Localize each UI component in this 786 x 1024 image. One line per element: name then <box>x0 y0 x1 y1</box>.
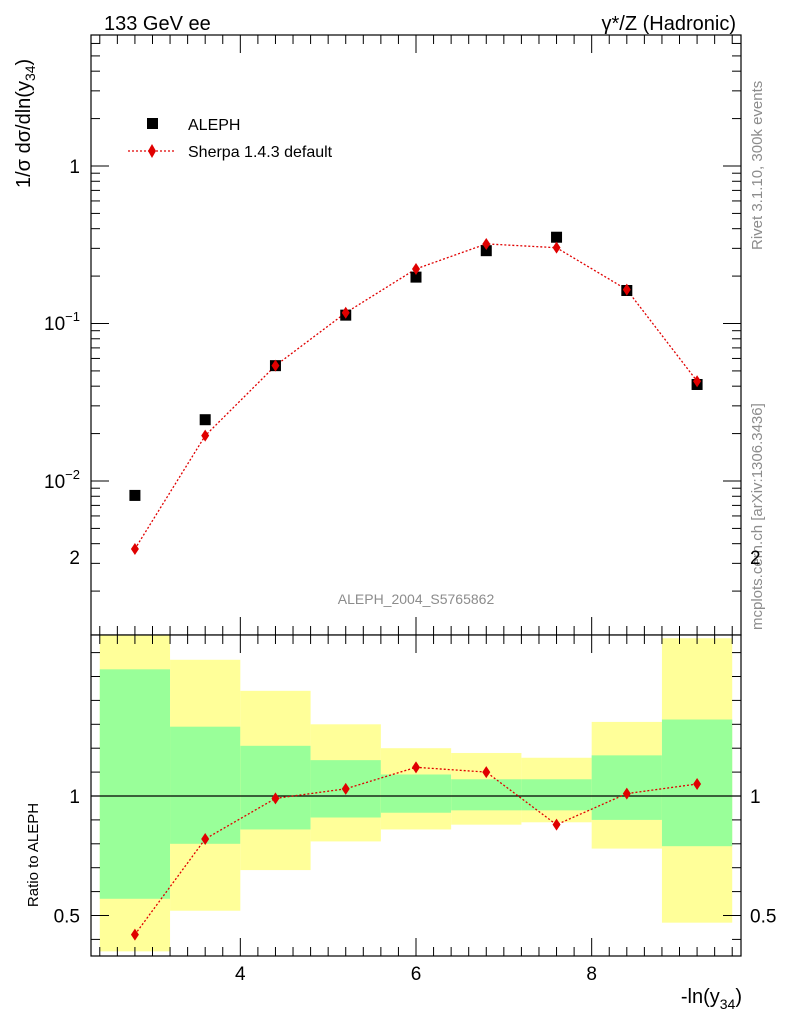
ratio-axis-ticks <box>91 635 741 956</box>
legend-marker-aleph <box>147 118 158 129</box>
header-left-label: 133 GeV ee <box>104 13 211 35</box>
ratio-band-inner <box>170 726 241 844</box>
aleph-point <box>410 271 422 283</box>
sherpa-ratio-point <box>693 778 702 791</box>
sherpa-ratio-point <box>482 766 491 779</box>
sherpa-ratio-point <box>130 928 139 941</box>
mcplots-label: mcplots.cern.ch [arXiv:1306.3436] <box>749 403 766 630</box>
sherpa-ratio-point <box>201 833 210 846</box>
main-series-layer <box>129 231 703 556</box>
sherpa-main-point <box>201 429 210 442</box>
aleph-point <box>480 245 492 257</box>
sherpa-ratio-point <box>412 761 420 774</box>
sherpa-main-point <box>622 283 631 296</box>
main-y-tick-labels: 1 10−1 10−2 <box>44 157 80 493</box>
sherpa-main-point <box>693 375 702 388</box>
ratio-band-inner <box>521 779 592 811</box>
sherpa-ratio-point <box>341 782 350 795</box>
aleph-point <box>199 414 211 426</box>
legend-marker-sherpa <box>148 144 156 158</box>
sherpa-main-point <box>130 543 139 556</box>
legend-label-sherpa: Sherpa 1.4.3 default <box>188 144 333 161</box>
ratio-band-inner <box>380 774 452 813</box>
analysis-id-label: ALEPH_2004_S5765862 <box>338 591 495 607</box>
ratio-x-tick-labels: 4 6 8 <box>235 964 597 985</box>
ratio-bands <box>90 634 742 957</box>
ratio-band-inner <box>451 779 522 811</box>
main-ytick-label-0.01: 10−2 <box>44 467 80 493</box>
sherpa-main-point <box>482 237 491 250</box>
ratio-ytick-label-right: 2 <box>750 548 761 569</box>
ratio-band-inner <box>99 669 171 899</box>
sherpa-ratio-point <box>271 792 280 805</box>
x-tick-label: 4 <box>235 964 246 985</box>
aleph-point <box>551 231 563 243</box>
x-tick-label: 6 <box>411 964 422 985</box>
x-axis-label: -ln(y34) <box>681 986 742 1012</box>
ratio-y-axis-label: Ratio to ALEPH <box>25 803 42 907</box>
ratio-series-layer <box>130 761 702 941</box>
sherpa-main-point <box>552 241 561 254</box>
ratio-ytick-label-right: 1 <box>750 787 761 808</box>
header-right-label: γ*/Z (Hadronic) <box>602 13 736 35</box>
main-y-axis-label: 1/σ dσ/dln(y34) <box>13 59 38 188</box>
rivet-label: Rivet 3.1.10, 300k events <box>749 81 766 250</box>
legend: ALEPH Sherpa 1.4.3 default <box>128 117 333 161</box>
sherpa-main-point <box>341 306 350 319</box>
main-panel <box>90 34 742 636</box>
ratio-ytick-label: 1 <box>69 787 80 808</box>
main-frame <box>90 34 742 636</box>
ratio-ytick-label-right: 0.5 <box>750 907 776 928</box>
x-tick-label: 8 <box>586 964 597 985</box>
aleph-point <box>129 489 141 501</box>
sherpa-main-point <box>412 262 420 275</box>
ratio-y-tick-labels: 0.5 0.5 1 1 2 2 <box>54 548 777 928</box>
ratio-ytick-label: 0.5 <box>54 907 80 928</box>
ratio-ytick-label: 2 <box>69 548 80 569</box>
main-ytick-label-0.1: 10−1 <box>44 309 80 335</box>
main-ytick-label-1: 1 <box>69 157 80 178</box>
sherpa-ratio-point <box>552 818 561 831</box>
sherpa-ratio-point <box>622 787 631 800</box>
main-axis-ticks <box>91 35 741 635</box>
ratio-band-inner <box>240 745 311 830</box>
sherpa-main-point <box>271 359 280 372</box>
legend-label-aleph: ALEPH <box>188 117 240 134</box>
